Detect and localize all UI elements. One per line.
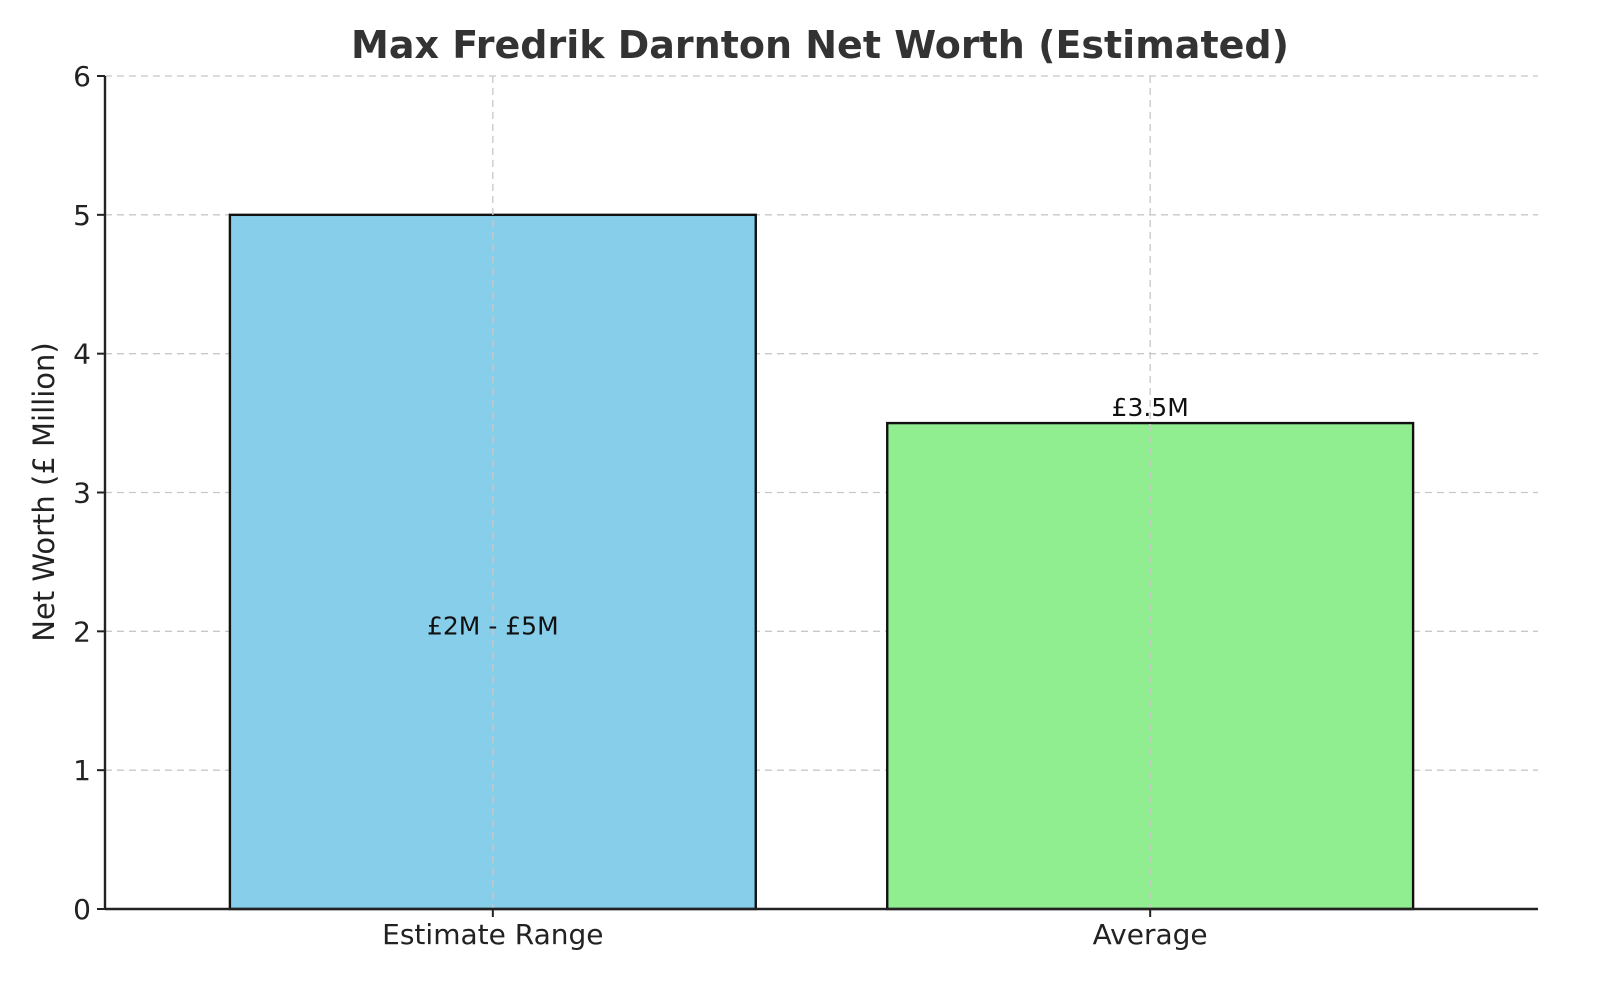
y-tick-label: 0 <box>73 893 91 926</box>
y-tick-label: 5 <box>73 199 91 232</box>
data-label: £3.5M <box>1112 393 1189 422</box>
vertical-grid-lines <box>492 76 1151 909</box>
y-tick-label: 2 <box>73 615 91 648</box>
ticks-group: 0 1 2 3 4 5 6 Estimate Range Average <box>73 60 1207 951</box>
bars-group <box>228 213 1415 911</box>
chart-title: Max Fredrik Darnton Net Worth (Estimated… <box>351 23 1289 67</box>
y-tick-label: 4 <box>73 338 91 371</box>
y-tick-label: 3 <box>73 477 91 510</box>
y-tick-label: 1 <box>73 754 91 787</box>
data-label: £2M - £5M <box>427 611 559 640</box>
y-axis-label: Net Worth (£ Million) <box>27 342 61 641</box>
x-tick-label: Average <box>1093 918 1208 951</box>
x-tick-label: Estimate Range <box>382 918 603 951</box>
data-labels-group: £2M - £5M £3.5M <box>427 393 1189 640</box>
y-tick-label: 6 <box>73 60 91 93</box>
